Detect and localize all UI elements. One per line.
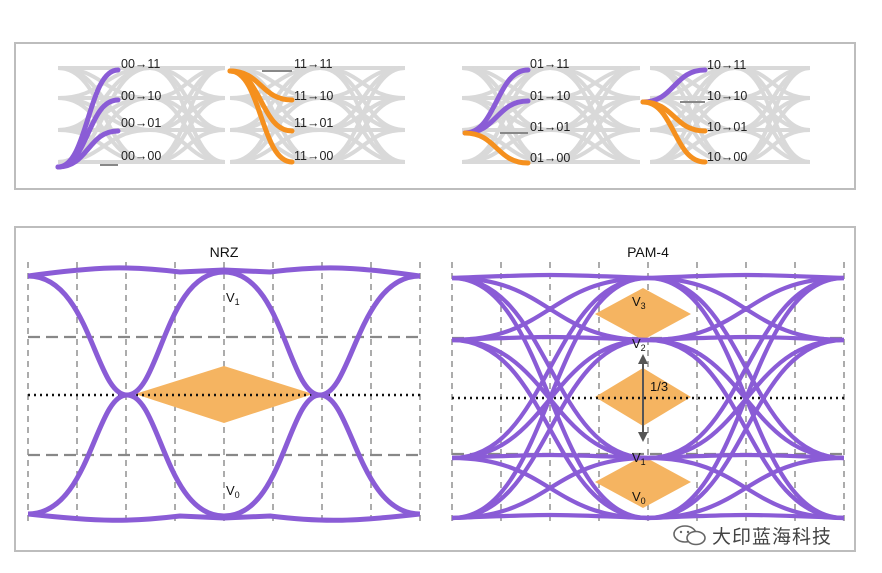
pam4-trace <box>452 512 649 521</box>
label-10-01: 10→01 <box>707 120 747 134</box>
label-00-10: 00→10 <box>121 89 161 103</box>
nrz-v1-label: V1 <box>226 290 240 307</box>
label-00-11: 00→11 <box>121 57 160 71</box>
pam4-v3-label: V3 <box>632 294 646 311</box>
label-11-00: 11→00 <box>294 149 333 163</box>
pam4-trace <box>647 452 844 461</box>
pam4-upper-eye <box>595 288 691 340</box>
group-a-labels: 00→11 00→10 00→01 00→00 <box>121 57 161 163</box>
label-11-11: 11→11 <box>294 57 333 71</box>
transition-curve <box>462 130 531 166</box>
label-10-00: 10→00 <box>707 150 747 164</box>
pam4-trace <box>452 452 649 461</box>
transition-curve <box>227 68 295 165</box>
pam4-lower-eye <box>595 456 691 508</box>
label-10-10: 10→10 <box>707 89 747 103</box>
label-00-01: 00→01 <box>121 116 161 130</box>
pam4-v0-label: V0 <box>632 489 646 506</box>
watermark-text: 大印蓝海科技 <box>712 525 833 548</box>
label-00-00: 00→00 <box>121 149 161 163</box>
transition-curves <box>55 67 708 170</box>
label-11-01: 11→01 <box>294 116 333 130</box>
pam4-v2-label: V2 <box>632 336 646 353</box>
pam4-trace <box>452 337 649 521</box>
label-11-10: 11→10 <box>294 89 333 103</box>
pam4-trace <box>647 337 844 521</box>
group-c-labels: 01→11 01→10 01→01 01→00 <box>530 57 570 165</box>
pam4-v1-label: V1 <box>632 450 646 467</box>
nrz-title: NRZ <box>210 244 239 260</box>
pam4-trace <box>452 275 649 521</box>
pam4-trace <box>647 334 844 343</box>
pam4-title: PAM-4 <box>627 244 669 260</box>
pam4-trace <box>647 275 844 521</box>
label-01-01: 01→01 <box>530 120 570 134</box>
pam4-trace <box>452 272 649 281</box>
pam4-trace <box>647 275 844 461</box>
pam4-trace <box>647 272 844 281</box>
nrz-v0-label: V0 <box>226 483 240 500</box>
grey-eye-background <box>57 65 811 165</box>
nrz-traces <box>28 265 420 523</box>
group-d-labels: 10→11 10→10 10→01 10→00 <box>707 58 747 164</box>
pam4-trace <box>647 512 844 521</box>
label-10-11: 10→11 <box>707 58 746 72</box>
group-b-labels: 11→11 11→10 11→01 11→00 <box>294 57 333 163</box>
label-01-00: 01→00 <box>530 151 570 165</box>
wechat-icon <box>673 525 706 546</box>
ratio-arrow <box>638 354 648 442</box>
transition-curve <box>55 128 121 170</box>
pam4-trace <box>452 334 649 343</box>
label-01-11: 01→11 <box>530 57 569 71</box>
nrz-eye-opening <box>135 366 313 423</box>
label-01-10: 01→10 <box>530 89 570 103</box>
transition-curve <box>640 99 708 165</box>
pam4-ratio-label: 1/3 <box>650 379 668 394</box>
pam4-trace <box>452 275 649 461</box>
pam4-traces <box>452 272 844 521</box>
watermark: 大印蓝海科技 <box>672 520 862 550</box>
